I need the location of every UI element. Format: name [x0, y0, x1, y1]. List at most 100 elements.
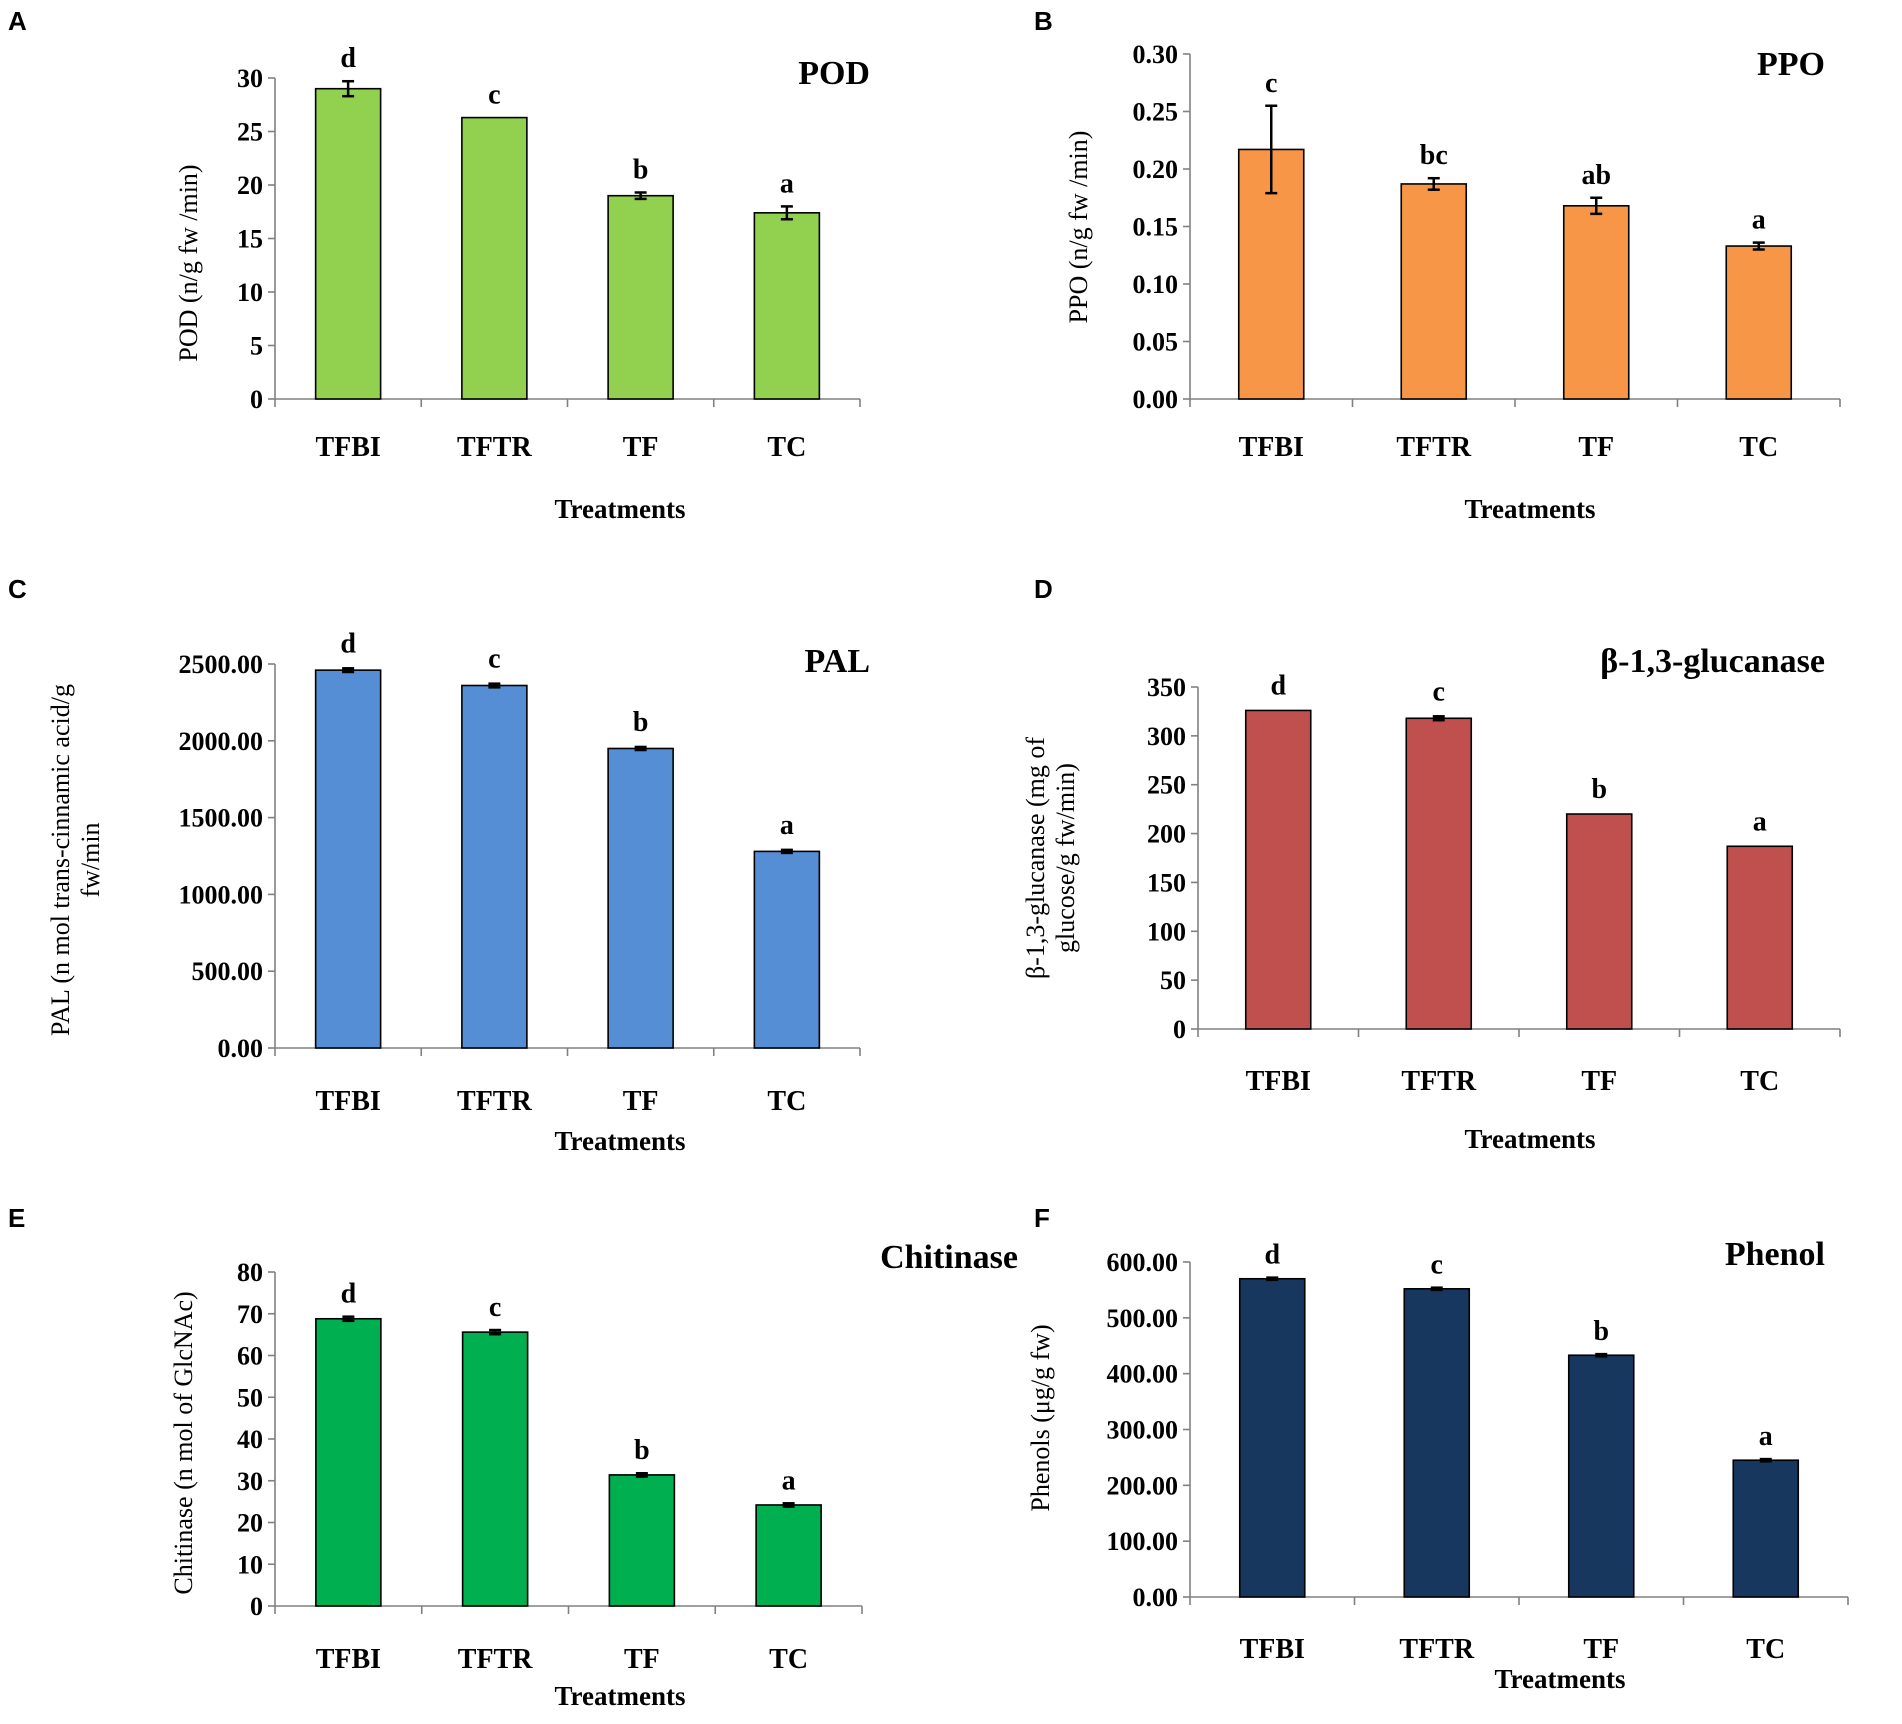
category-label: TFTR — [1396, 432, 1471, 463]
y-tick-label: 0 — [1173, 1015, 1186, 1044]
category-label: TC — [769, 1644, 808, 1675]
x-axis-title: Treatments — [555, 1126, 686, 1156]
y-tick-label: 80 — [237, 1258, 263, 1287]
y-axis-title-line: Phenols (μg/g fw) — [1026, 1324, 1055, 1511]
y-tick-label: 0 — [250, 385, 263, 414]
y-tick-label: 1000.00 — [179, 880, 264, 909]
category-label: TFBI — [316, 1644, 381, 1675]
significance-label: c — [489, 1292, 501, 1323]
y-tick-label: 300 — [1147, 722, 1186, 751]
category-label: TF — [1581, 1066, 1617, 1097]
bar-tfbi — [1238, 1277, 1306, 1598]
category-label: TFBI — [1240, 1634, 1305, 1665]
y-tick-label: 10 — [237, 1550, 263, 1579]
y-tick-label: 400.00 — [1107, 1360, 1179, 1389]
y-tick-label: 30 — [237, 64, 263, 93]
category-label: TC — [767, 432, 806, 463]
category-label: TF — [1583, 1634, 1619, 1665]
chart-title: PPO — [1757, 46, 1825, 83]
y-axis-title: PAL (n mol trans-cinnamic acid/g fw/min — [46, 684, 105, 1036]
chart-panel-b: B PPO 0.00 0.05 0.10 0.15 0.20 0.25 0.30 c TFBI bc T… — [1034, 6, 1841, 524]
category-label: TFBI — [315, 1086, 380, 1117]
panel-letter: A — [8, 6, 27, 36]
category-label: TFBI — [1246, 1066, 1311, 1097]
panel-letter: C — [8, 574, 27, 604]
y-tick-label: 1500.00 — [179, 804, 264, 833]
y-tick-label: 70 — [237, 1300, 263, 1329]
significance-label: a — [780, 810, 794, 841]
significance-label: d — [1270, 670, 1286, 701]
significance-label: b — [1593, 1316, 1609, 1347]
y-axis-title: Phenols (μg/g fw) — [1026, 1324, 1055, 1511]
panel-letter: D — [1034, 574, 1053, 604]
bar-tfbi — [1244, 709, 1312, 1030]
y-tick-label: 0.05 — [1133, 328, 1179, 357]
x-axis-title: Treatments — [1465, 1124, 1596, 1154]
bar-tftr — [1403, 1288, 1471, 1598]
category-label: TC — [1739, 432, 1778, 463]
y-tick-label: 0.00 — [1133, 1583, 1179, 1612]
significance-label: c — [1431, 1250, 1443, 1281]
category-label: TC — [1740, 1066, 1779, 1097]
bar-tc — [753, 212, 821, 400]
y-tick-label: 0 — [250, 1592, 263, 1621]
y-tick-label: 60 — [237, 1342, 263, 1371]
significance-label: d — [340, 628, 356, 659]
y-tick-label: 150 — [1147, 868, 1186, 897]
significance-label: bc — [1420, 140, 1448, 171]
significance-label: ab — [1581, 160, 1611, 191]
category-label: TFTR — [457, 432, 532, 463]
y-tick-label: 0.00 — [218, 1034, 264, 1063]
bar-tc — [1725, 245, 1793, 400]
panel-letter: B — [1034, 6, 1053, 36]
bar-tf — [1562, 205, 1630, 400]
y-axis-title-line: POD (n/g fw /min) — [174, 164, 203, 361]
bar-tfbi — [314, 669, 382, 1049]
bar-tc — [1732, 1459, 1800, 1598]
chart-panel-e: E Chitinase 0 10 20 30 40 50 60 70 80 d TFBI c TFTR b TF… — [8, 1203, 1018, 1711]
y-tick-label: 0.10 — [1133, 270, 1179, 299]
chart-title: Chitinase — [880, 1239, 1018, 1276]
bar-tftr — [461, 1331, 529, 1607]
y-axis-title: β-1,3-glucanase (mg of glucose/g fw/min) — [1021, 737, 1080, 979]
significance-label: a — [1752, 205, 1766, 236]
y-axis-title: Chitinase (n mol of GlcNAc) — [169, 1291, 198, 1594]
y-tick-label: 10 — [237, 278, 263, 307]
significance-label: b — [633, 707, 649, 738]
bar-tftr — [461, 684, 528, 1049]
bar-tf — [607, 194, 674, 400]
category-label: TC — [1746, 1634, 1785, 1665]
y-tick-label: 600.00 — [1107, 1248, 1179, 1277]
y-axis-title-line: glucose/g fw/min) — [1051, 763, 1080, 953]
category-label: TFTR — [458, 1644, 533, 1675]
significance-label: c — [488, 644, 500, 675]
significance-label: d — [340, 43, 356, 74]
y-tick-label: 0.25 — [1133, 98, 1179, 127]
y-tick-label: 500.00 — [1107, 1304, 1179, 1333]
significance-label: c — [1265, 68, 1277, 99]
bar-tf — [1565, 813, 1633, 1030]
y-axis-title-line: PAL (n mol trans-cinnamic acid/g — [46, 684, 75, 1036]
chart-title: POD — [798, 55, 870, 92]
chart-panel-a: A POD 0 5 10 15 20 25 30 d TFBI c TFTR b TF a TC Treatmen… — [8, 6, 870, 524]
y-axis-title-line: Chitinase (n mol of GlcNAc) — [169, 1291, 198, 1594]
y-tick-label: 20 — [237, 1509, 263, 1538]
category-label: TFTR — [1401, 1066, 1476, 1097]
bar-tfbi — [315, 1317, 382, 1607]
y-tick-label: 200.00 — [1107, 1471, 1179, 1500]
significance-label: d — [341, 1279, 357, 1310]
y-tick-label: 200 — [1147, 820, 1186, 849]
bar-tf — [608, 1474, 676, 1607]
chart-title: Phenol — [1725, 1236, 1825, 1273]
chart-panel-d: Dβ-1,3-glucanase 0 50 100 150 200 250 300 350 d TF… — [1021, 574, 1841, 1154]
y-tick-label: 2500.00 — [179, 650, 264, 679]
category-label: TFTR — [1399, 1634, 1474, 1665]
y-tick-label: 100.00 — [1107, 1527, 1179, 1556]
chart-panel-f: F Phenol 0.00 100.00 200.00 300.00 400.00 500.0… — [1026, 1203, 1849, 1694]
significance-label: c — [1433, 676, 1445, 707]
y-tick-label: 15 — [237, 225, 263, 254]
significance-label: a — [1753, 806, 1767, 837]
y-tick-label: 0.30 — [1133, 40, 1179, 69]
significance-label: c — [488, 80, 500, 111]
bar-tf — [1567, 1354, 1635, 1598]
